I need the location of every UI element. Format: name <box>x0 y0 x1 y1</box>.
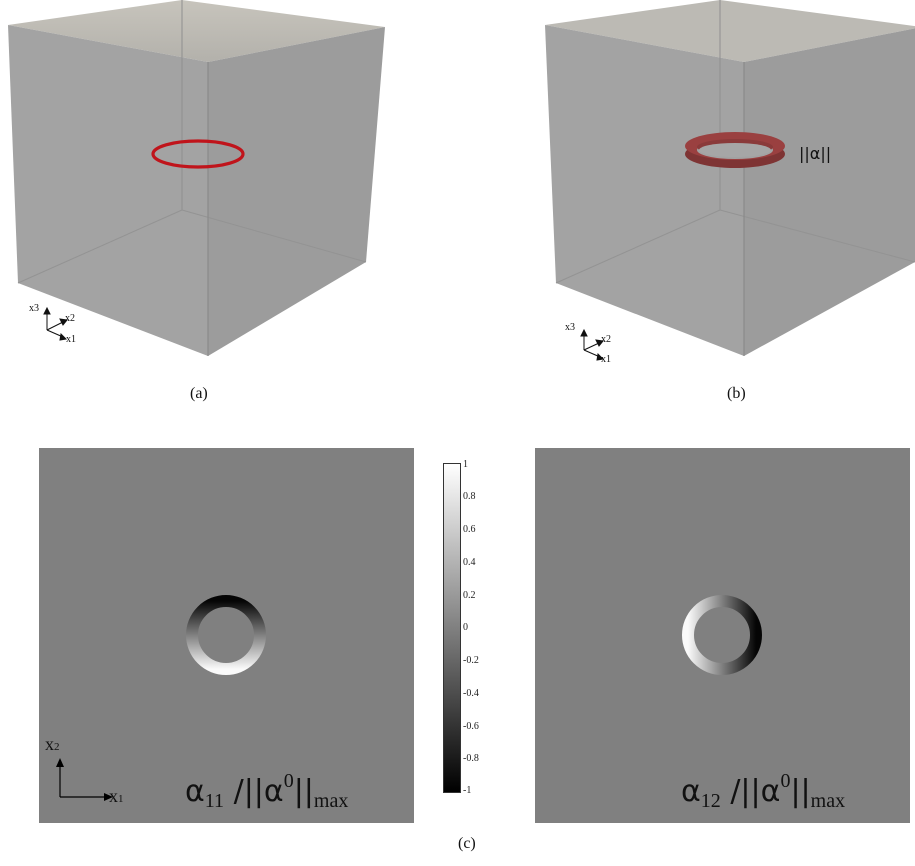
colorbar-tick: -0.4 <box>463 688 479 699</box>
axis-triad-b <box>580 328 605 361</box>
axis-triad-a <box>43 306 68 341</box>
alpha11-ring <box>186 595 266 675</box>
axis-b-x2-label: x2 <box>601 334 611 345</box>
alpha11-field: x2 x1 α11 /||α0||max <box>39 448 414 823</box>
colorbar-tick: 0.8 <box>463 491 476 502</box>
colorbar <box>443 463 461 793</box>
alpha12-ring <box>682 595 762 675</box>
colorbar-tick: 0.2 <box>463 590 476 601</box>
caption-a: (a) <box>190 385 208 402</box>
colorbar-tick: 0 <box>463 622 468 633</box>
dislocation-loop-a <box>151 139 245 169</box>
caption-b: (b) <box>727 385 746 402</box>
axis-c-x2-label: x2 <box>45 734 60 754</box>
colorbar-tick: -0.2 <box>463 655 479 666</box>
caption-c: (c) <box>458 835 476 852</box>
alpha12-field: α12 /||α0||max <box>535 448 910 823</box>
colorbar-tick: 0.4 <box>463 557 476 568</box>
axis-b-x3-label: x3 <box>565 322 575 333</box>
colorbar-tick: 1 <box>463 459 468 470</box>
axis-a-x2-label: x2 <box>65 313 75 324</box>
alpha11-label: α11 /||α0||max <box>185 770 349 812</box>
axis-c-triad <box>56 758 113 801</box>
alpha-norm-label: ||α|| <box>799 144 832 163</box>
colorbar-tick: -1 <box>463 785 472 796</box>
colorbar-tick: -0.6 <box>463 721 479 732</box>
alpha-norm-tube <box>685 132 785 168</box>
axis-a-x3-label: x3 <box>29 303 39 314</box>
colorbar-tick: 0.6 <box>463 524 476 535</box>
colorbar-tick: -0.8 <box>463 753 479 764</box>
alpha12-label: α12 /||α0||max <box>681 770 846 812</box>
axis-a-x1-label: x1 <box>66 334 76 345</box>
cube-a <box>8 0 385 356</box>
axis-c-x1-label: x1 <box>109 786 124 806</box>
cube-b <box>545 0 915 356</box>
axis-b-x1-label: x1 <box>601 354 611 365</box>
